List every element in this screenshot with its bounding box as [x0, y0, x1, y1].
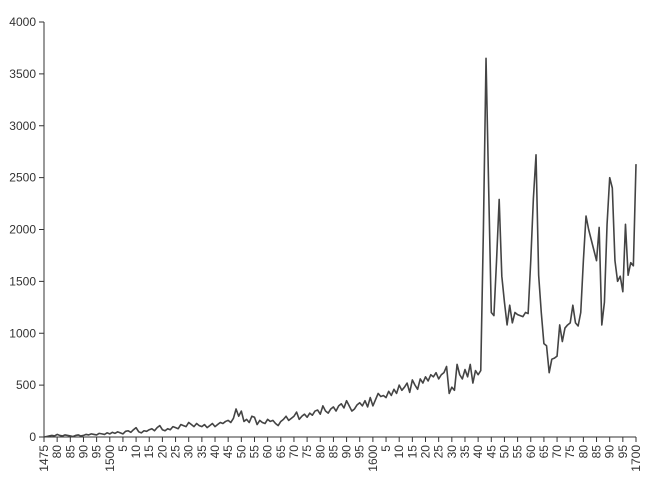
- x-tick-label: 45: [484, 445, 498, 459]
- x-tick-label: 70: [550, 445, 564, 459]
- x-tick-label: 75: [300, 445, 314, 459]
- x-tick-label: 95: [90, 445, 104, 459]
- x-tick-label: 85: [63, 445, 77, 459]
- y-tick-label: 3500: [9, 67, 36, 81]
- x-tick-label: 60: [261, 445, 275, 459]
- x-tick-label: 90: [603, 445, 617, 459]
- x-tick-label: 80: [313, 445, 327, 459]
- x-tick-label: 1500: [103, 445, 117, 472]
- x-tick-label: 1475: [37, 445, 51, 472]
- data-line: [43, 57, 637, 438]
- x-tick-label: 5: [116, 445, 130, 452]
- x-tick-label: 20: [419, 445, 433, 459]
- y-tick-label: 3000: [9, 119, 36, 133]
- x-tick-label: 45: [221, 445, 235, 459]
- x-tick-label: 80: [576, 445, 590, 459]
- x-tick-label: 10: [129, 445, 143, 459]
- x-tick-label: 95: [353, 445, 367, 459]
- x-tick-label: 40: [208, 445, 222, 459]
- y-tick-label: 1500: [9, 274, 36, 288]
- y-tick-label: 1000: [9, 326, 36, 340]
- x-tick-label: 15: [405, 445, 419, 459]
- x-tick-label: 75: [563, 445, 577, 459]
- x-tick-label: 1700: [629, 445, 643, 472]
- y-tick-label: 2000: [9, 223, 36, 237]
- x-tick-label: 15: [142, 445, 156, 459]
- y-tick-label: 2500: [9, 171, 36, 185]
- x-tick-label: 40: [471, 445, 485, 459]
- x-tick-label: 90: [76, 445, 90, 459]
- x-tick-label: 25: [432, 445, 446, 459]
- x-tick-label: 80: [50, 445, 64, 459]
- x-tick-label: 50: [234, 445, 248, 459]
- x-tick-label: 60: [524, 445, 538, 459]
- x-tick-label: 35: [195, 445, 209, 459]
- y-tick-label: 4000: [9, 15, 36, 29]
- x-tick-label: 55: [511, 445, 525, 459]
- x-tick-label: 20: [155, 445, 169, 459]
- x-tick-label: 55: [247, 445, 261, 459]
- x-tick-label: 30: [445, 445, 459, 459]
- x-tick-label: 25: [169, 445, 183, 459]
- x-tick-label: 35: [458, 445, 472, 459]
- x-tick-label: 85: [590, 445, 604, 459]
- x-tick-label: 5: [379, 445, 393, 452]
- x-tick-label: 90: [340, 445, 354, 459]
- y-tick-label: 0: [29, 430, 36, 444]
- x-tick-label: 50: [497, 445, 511, 459]
- x-tick-label: 95: [616, 445, 630, 459]
- x-tick-label: 65: [274, 445, 288, 459]
- y-tick-label: 500: [16, 378, 36, 392]
- x-tick-label: 10: [392, 445, 406, 459]
- x-tick-label: 1600: [366, 445, 380, 472]
- x-tick-label: 65: [537, 445, 551, 459]
- x-tick-label: 30: [182, 445, 196, 459]
- x-tick-label: 85: [326, 445, 340, 459]
- x-tick-label: 70: [287, 445, 301, 459]
